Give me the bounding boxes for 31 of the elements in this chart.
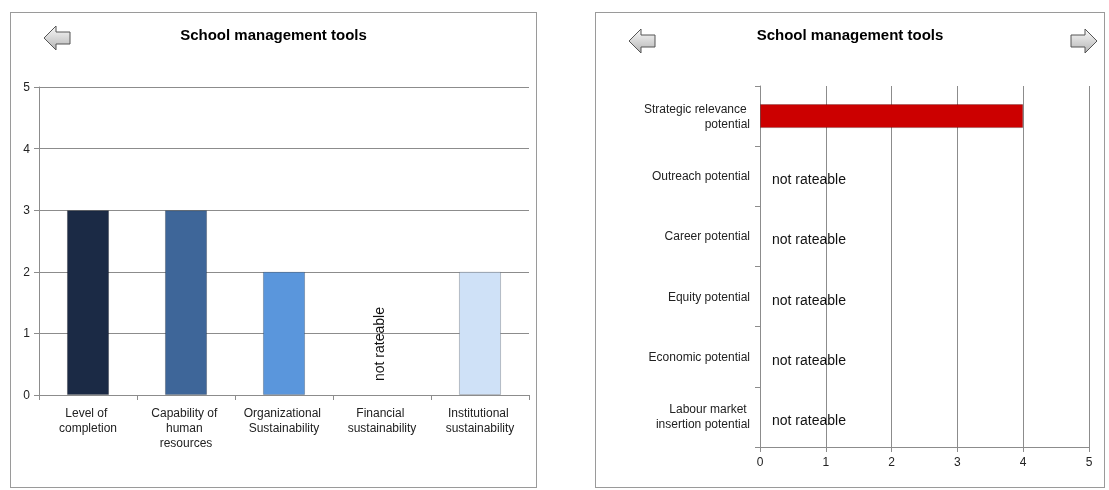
x-tick-label: Organizational Sustainability [243,405,325,435]
annotation: not rateable [772,231,847,248]
y-tick-label: Outreach potential [651,169,750,184]
chart-title: School management tools [756,26,944,43]
y-tick-label: Labour market insertion potential [655,402,750,432]
x-tick-label: 4 [1019,455,1027,469]
x-tick-label: Financial sustainability [347,405,417,435]
annotation: not rateable [772,291,847,308]
x-tick-label: 0 [756,455,764,469]
x-tick-label: Level of completion [58,405,118,435]
y-tick-label: 3 [23,203,31,218]
y-tick-label: 5 [23,80,31,94]
x-tick-label: 3 [954,455,962,469]
x-tick-label: Institutional sustainability [445,405,515,435]
annotation: not rateable [772,411,847,428]
annotation: not rateable [772,351,847,368]
y-tick-label: 1 [23,326,31,341]
y-tick-label: 4 [23,141,31,156]
y-tick-label: Equity potential [667,289,750,304]
y-tick-label: Strategic relevance potential [643,101,750,131]
annotation: not rateable [772,171,847,188]
y-tick-label: Career potential [664,229,750,244]
chart-title: School management tools [180,26,367,43]
y-tick-label: Economic potential [648,349,750,364]
y-tick-label: 0 [23,388,31,402]
annotation: not rateable [371,306,387,381]
x-tick-label: 1 [822,455,830,469]
y-tick-label: 2 [23,264,31,279]
x-tick-label: 2 [888,455,896,469]
x-tick-label: 5 [1085,455,1093,469]
x-tick-label: Capability of human resources [151,405,221,450]
